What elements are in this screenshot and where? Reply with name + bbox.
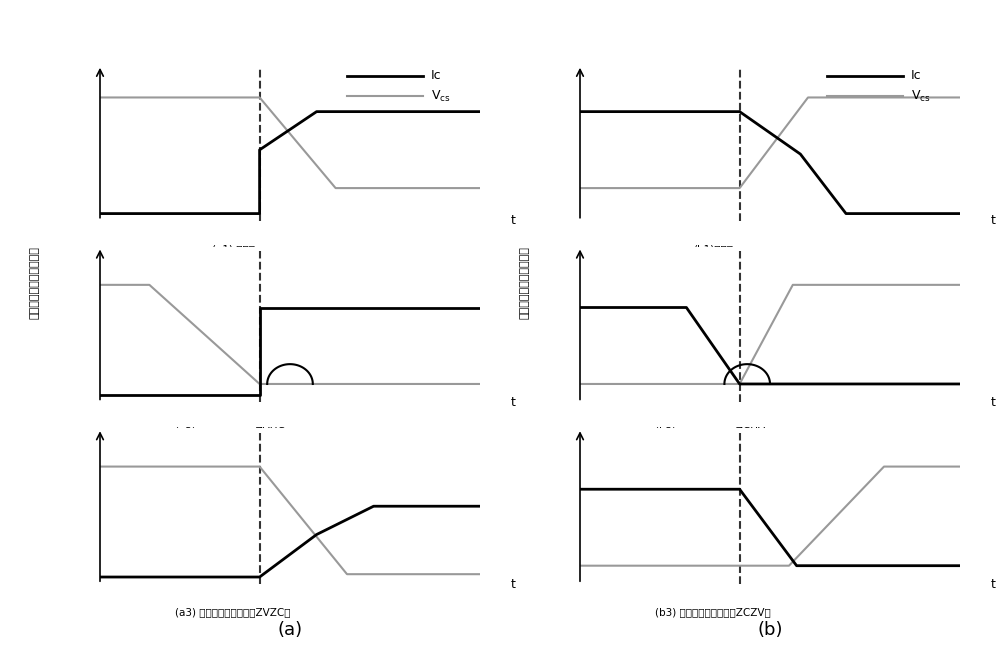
Text: (a3) 零电压零电流开通（ZVZC）: (a3) 零电压零电流开通（ZVZC） <box>175 607 291 617</box>
Text: (b3) 零电流零电压关断（ZCZV）: (b3) 零电流零电压关断（ZCZV） <box>655 607 771 617</box>
Text: (b): (b) <box>757 621 783 639</box>
Text: t: t <box>990 578 995 591</box>
Text: t: t <box>990 396 995 409</box>
Text: t: t <box>510 214 515 227</box>
Text: 流过器件电流／两端电压: 流过器件电流／两端电压 <box>520 247 530 319</box>
Text: 流过器件电流／两端电压: 流过器件电流／两端电压 <box>30 247 40 319</box>
Text: t: t <box>510 396 515 409</box>
Text: t: t <box>990 214 995 227</box>
Text: $\mathregular{V_{cs}}$: $\mathregular{V_{cs}}$ <box>431 88 450 104</box>
Text: Ic: Ic <box>431 69 441 82</box>
Text: (b2)零电流硬电压关断（ ZCHV）: (b2)零电流硬电压关断（ ZCHV） <box>655 426 771 435</box>
Text: $\mathregular{V_{cs}}$: $\mathregular{V_{cs}}$ <box>911 88 930 104</box>
Text: (a): (a) <box>277 621 303 639</box>
Text: t: t <box>510 578 515 591</box>
Text: (a1) 硬开通: (a1) 硬开通 <box>212 244 254 254</box>
Text: Ic: Ic <box>911 69 921 82</box>
Text: (a2) 零电压硬电流开通（ZVHC）: (a2) 零电压硬电流开通（ZVHC） <box>175 426 291 435</box>
Text: (b1)硬关断: (b1)硬关断 <box>693 244 733 254</box>
